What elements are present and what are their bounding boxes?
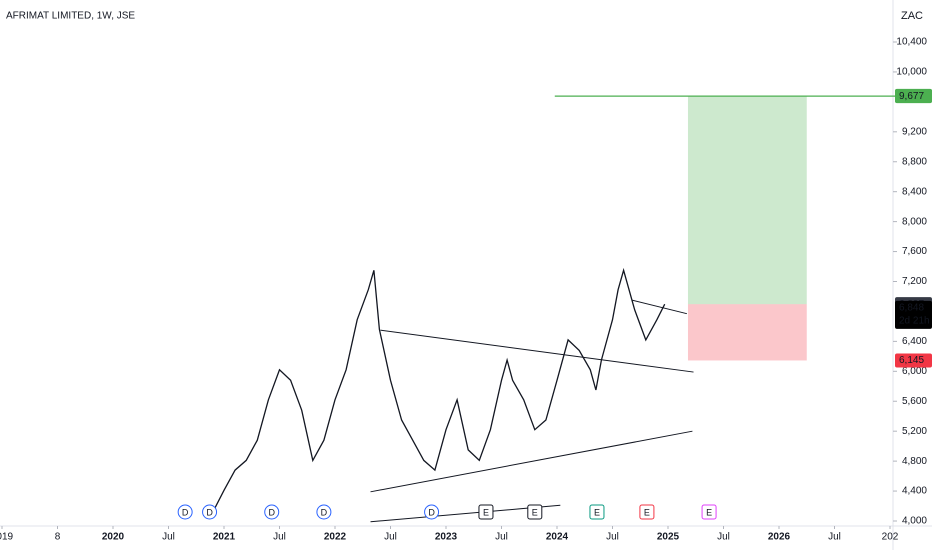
event-label: D [206,507,213,517]
earnings-marker [589,504,605,520]
y-tick-label: 8,800 [902,156,927,167]
x-tick-label: 2024 [546,532,569,543]
y-tick-label: 7,200 [902,276,927,287]
y-tick-label: 5,200 [902,426,927,437]
price-label: 6,848 [899,302,924,313]
earnings-marker [701,504,717,520]
x-tick-label: Jul [495,532,508,543]
dividend-marker [177,504,193,520]
dividend-marker [202,504,218,520]
price-label-box [895,300,932,329]
earnings-marker [527,504,543,520]
event-label: E [594,507,600,517]
trendline [632,299,687,315]
trendline [370,430,693,493]
event-label: E [483,507,489,517]
y-tick-label: 10,400 [896,37,927,48]
earnings-marker [478,504,494,520]
y-tick-label: 4,000 [902,516,927,527]
y-tick-label: 6,400 [902,336,927,347]
event-label: D [182,507,189,517]
event-label: D [268,507,275,517]
price-label: 6,145 [899,355,924,366]
event-label: D [321,507,328,517]
y-tick-label: 4,400 [902,486,927,497]
earnings-marker [639,504,655,520]
x-tick-label: 8 [55,532,61,543]
x-tick-label: Jul [717,532,730,543]
price-label-box [895,89,932,104]
y-tick-label: 5,600 [902,396,927,407]
x-tick-label: Jul [606,532,619,543]
x-tick-label: 2023 [435,532,458,543]
trendline [380,329,694,373]
y-tick-label: 4,800 [902,456,927,467]
x-tick-label: 2026 [768,532,791,543]
price-label: 9,677 [899,91,924,102]
currency[interactable]: ZAC [901,10,923,22]
x-tick-label: 2025 [657,532,680,543]
event-label: E [532,507,538,517]
x-tick-label: Jul [384,532,397,543]
x-tick-label: 2020 [102,532,125,543]
profit-zone [687,96,807,305]
loss-zone [687,304,807,361]
x-tick-label: Jul [273,532,286,543]
x-tick-label: Jul [162,532,175,543]
x-tick-label: 2021 [213,532,236,543]
price-line [213,267,666,511]
price-label-box [895,353,932,368]
x-tick-label: 2022 [324,532,347,543]
event-label: E [706,507,712,517]
x-tick-label: Jul [828,532,841,543]
dividend-marker [264,504,280,520]
y-tick-label: 9,200 [902,126,927,137]
chart-title: AFRIMAT LIMITED, 1W, JSE [6,11,135,22]
x-tick-label: 2019 [0,532,14,543]
y-tick-label: 8,000 [902,216,927,227]
y-tick-label: 6,000 [902,366,927,377]
event-label: E [644,507,650,517]
y-tick-label: 10,000 [896,67,927,78]
x-tick-label: 202 [882,532,899,543]
bar-countdown: 2d 21h [899,315,930,326]
y-tick-label: 7,600 [902,246,927,257]
event-label: D [428,507,435,517]
y-tick-label: 8,400 [902,186,927,197]
dividend-marker [316,504,332,520]
dividend-marker [424,504,440,520]
